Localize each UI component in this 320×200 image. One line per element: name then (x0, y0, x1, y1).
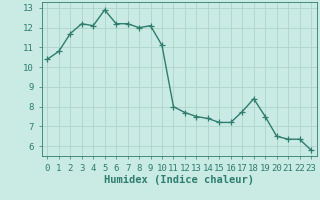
X-axis label: Humidex (Indice chaleur): Humidex (Indice chaleur) (104, 175, 254, 185)
